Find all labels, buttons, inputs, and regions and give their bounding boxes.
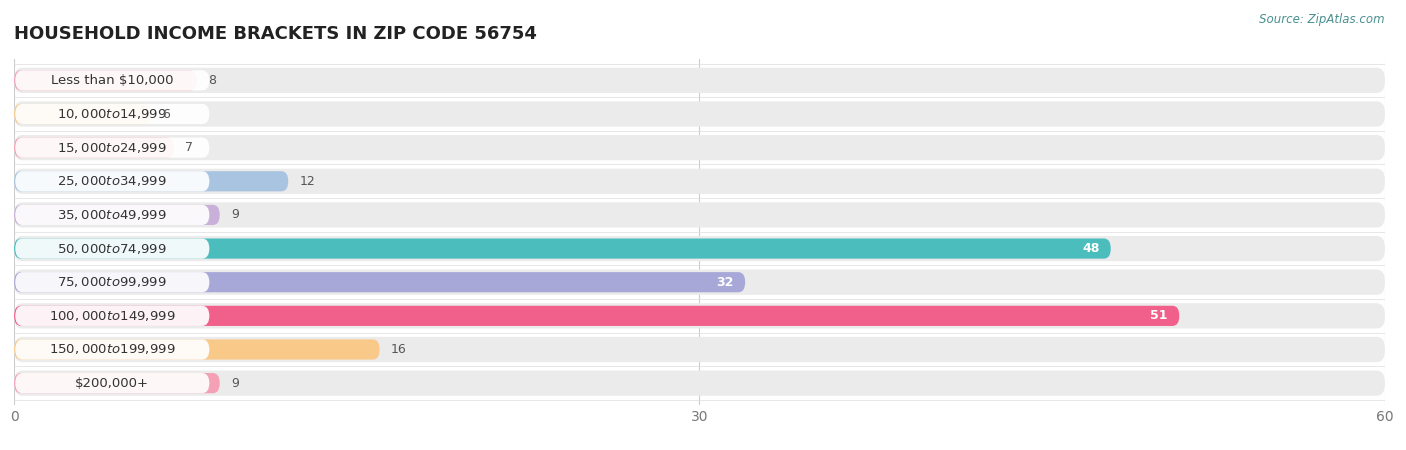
Text: 9: 9 [231, 208, 239, 221]
FancyBboxPatch shape [15, 238, 209, 259]
FancyBboxPatch shape [15, 104, 209, 124]
FancyBboxPatch shape [14, 101, 1385, 126]
Text: 12: 12 [299, 175, 315, 188]
FancyBboxPatch shape [15, 339, 209, 360]
Text: HOUSEHOLD INCOME BRACKETS IN ZIP CODE 56754: HOUSEHOLD INCOME BRACKETS IN ZIP CODE 56… [14, 25, 537, 43]
FancyBboxPatch shape [14, 303, 1385, 328]
Text: $15,000 to $24,999: $15,000 to $24,999 [58, 141, 167, 155]
FancyBboxPatch shape [14, 104, 152, 124]
Text: $35,000 to $49,999: $35,000 to $49,999 [58, 208, 167, 222]
FancyBboxPatch shape [14, 138, 174, 158]
FancyBboxPatch shape [15, 205, 209, 225]
Text: $25,000 to $34,999: $25,000 to $34,999 [58, 174, 167, 188]
Text: $50,000 to $74,999: $50,000 to $74,999 [58, 242, 167, 256]
Text: 48: 48 [1083, 242, 1099, 255]
FancyBboxPatch shape [14, 272, 745, 292]
FancyBboxPatch shape [15, 70, 209, 90]
FancyBboxPatch shape [15, 138, 209, 158]
Text: 16: 16 [391, 343, 406, 356]
Text: $100,000 to $149,999: $100,000 to $149,999 [49, 309, 176, 323]
FancyBboxPatch shape [14, 370, 1385, 396]
Text: $10,000 to $14,999: $10,000 to $14,999 [58, 107, 167, 121]
Text: 51: 51 [1150, 309, 1168, 322]
Text: 8: 8 [208, 74, 217, 87]
Text: Less than $10,000: Less than $10,000 [51, 74, 173, 87]
Text: 6: 6 [163, 108, 170, 121]
FancyBboxPatch shape [15, 306, 209, 326]
FancyBboxPatch shape [14, 169, 1385, 194]
FancyBboxPatch shape [14, 337, 1385, 362]
Text: $200,000+: $200,000+ [76, 377, 149, 390]
FancyBboxPatch shape [14, 270, 1385, 295]
FancyBboxPatch shape [14, 306, 1180, 326]
FancyBboxPatch shape [14, 70, 197, 90]
Text: Source: ZipAtlas.com: Source: ZipAtlas.com [1260, 14, 1385, 27]
FancyBboxPatch shape [14, 68, 1385, 93]
FancyBboxPatch shape [14, 135, 1385, 160]
FancyBboxPatch shape [15, 373, 209, 393]
FancyBboxPatch shape [14, 238, 1111, 259]
FancyBboxPatch shape [14, 205, 219, 225]
FancyBboxPatch shape [15, 171, 209, 191]
FancyBboxPatch shape [14, 339, 380, 360]
FancyBboxPatch shape [14, 171, 288, 191]
Text: 9: 9 [231, 377, 239, 390]
Text: 7: 7 [186, 141, 194, 154]
FancyBboxPatch shape [14, 236, 1385, 261]
Text: $150,000 to $199,999: $150,000 to $199,999 [49, 342, 176, 356]
Text: 32: 32 [717, 276, 734, 289]
Text: $75,000 to $99,999: $75,000 to $99,999 [58, 275, 167, 289]
FancyBboxPatch shape [15, 272, 209, 292]
FancyBboxPatch shape [14, 373, 219, 393]
FancyBboxPatch shape [14, 202, 1385, 228]
